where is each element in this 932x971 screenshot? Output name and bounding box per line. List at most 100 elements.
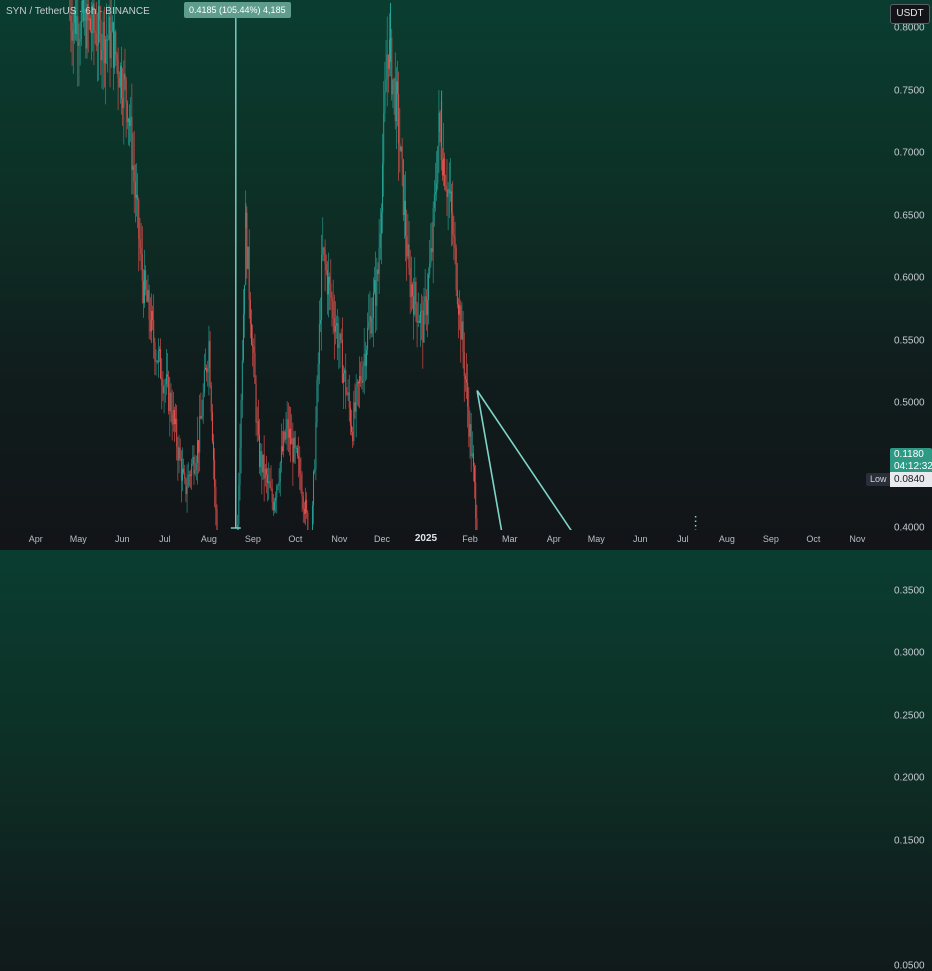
candle-body: [80, 12, 82, 40]
candle-body: [292, 438, 294, 463]
candle-body: [301, 489, 303, 497]
candle-body: [352, 431, 354, 442]
candle-body: [107, 39, 109, 41]
candle-body: [437, 146, 439, 184]
price-chart[interactable]: [0, 0, 880, 530]
candle-body: [311, 505, 313, 530]
candle-body: [461, 321, 463, 340]
time-axis[interactable]: Apr May Jun Jul Aug Sep Oct Nov Dec 2025 Feb Mar Apr…: [0, 530, 880, 550]
candle-body: [451, 191, 453, 213]
price-tick-label: 0.8000: [894, 22, 925, 34]
candle-body: [84, 8, 86, 21]
candle-body: [271, 488, 273, 502]
candle-body: [378, 248, 380, 275]
candle-body: [241, 360, 243, 401]
candle-body: [262, 454, 264, 473]
candle-body: [215, 486, 217, 510]
candle-body: [155, 360, 157, 362]
candle-body: [93, 3, 95, 30]
currency-button[interactable]: USDT: [890, 4, 930, 24]
candle-body: [293, 437, 295, 463]
candle-body: [428, 274, 430, 301]
candle-body: [278, 482, 280, 486]
candle-body: [118, 77, 120, 88]
candle-body: [369, 315, 371, 322]
candle-body: [136, 194, 137, 198]
candle-body: [104, 39, 106, 64]
candle-body: [459, 305, 461, 315]
candle-body: [353, 402, 355, 442]
candle-body: [169, 392, 171, 412]
candle-body: [148, 290, 150, 320]
candle-body: [423, 301, 425, 343]
zigzag-pattern-line[interactable]: [476, 390, 695, 531]
candle-body: [339, 333, 341, 344]
candle-body: [270, 487, 272, 489]
candle-body: [127, 118, 129, 122]
candle-body: [251, 323, 252, 345]
candle-body: [211, 412, 213, 442]
candle-body: [69, 15, 71, 17]
candle-body: [73, 9, 75, 23]
candle-body: [178, 447, 180, 461]
wedge-upper-trendline[interactable]: [476, 390, 695, 531]
candle-body: [252, 344, 254, 347]
candle-body: [356, 381, 358, 387]
candle-body: [429, 263, 431, 275]
candle-body: [95, 33, 97, 46]
candle-body: [144, 270, 145, 304]
price-tick-label: 0.7500: [894, 85, 925, 96]
time-tick-label: May: [587, 534, 605, 544]
candle-body: [200, 415, 202, 419]
candle-body: [372, 292, 374, 319]
candle-body: [72, 22, 74, 41]
candle-body: [70, 16, 72, 31]
candle-body: [264, 468, 266, 479]
candle-body: [263, 454, 265, 479]
candle-body: [454, 237, 456, 248]
candle-body: [337, 323, 339, 349]
candle-body: [321, 255, 323, 320]
candle-body: [380, 212, 382, 234]
candle-body: [248, 246, 250, 300]
candle-body: [431, 248, 433, 252]
time-tick-label: Feb: [462, 534, 478, 544]
candle-body: [414, 281, 416, 315]
candle-body: [355, 386, 357, 412]
candle-body: [345, 370, 347, 395]
bar-countdown: 04:12:32: [894, 461, 932, 472]
candle-body: [171, 413, 173, 425]
candle-body: [198, 440, 200, 453]
candle-body: [357, 381, 359, 384]
candle-body: [366, 349, 367, 366]
candle-body: [180, 458, 182, 481]
candle-body: [91, 30, 93, 34]
candle-body: [141, 253, 143, 281]
candle-body: [416, 303, 418, 323]
candle-body: [402, 159, 404, 216]
candle-body: [306, 499, 308, 513]
candle-body: [123, 73, 125, 108]
drawings-group[interactable]: [230, 1, 698, 531]
time-tick-label: Aug: [718, 534, 735, 544]
candle-body: [90, 18, 91, 31]
candle-body: [455, 247, 457, 291]
candle-body: [192, 456, 194, 464]
candle-body: [393, 78, 395, 80]
candle-body: [121, 65, 122, 99]
symbol-title[interactable]: SYN / TetherUS · 6h · BINANCE: [6, 6, 150, 17]
candle-body: [113, 22, 114, 69]
candle-body: [377, 269, 379, 275]
candle-body: [173, 410, 175, 425]
candle-body: [412, 284, 413, 296]
candle-body: [297, 447, 298, 456]
candle-body: [259, 435, 260, 467]
measure-tool-label[interactable]: 0.4185 (105.44%) 4,185: [184, 2, 291, 18]
candle-body: [206, 367, 208, 373]
time-tick-label: Sep: [244, 534, 261, 544]
candle-body: [322, 247, 324, 256]
candle-body: [441, 160, 443, 176]
candle-body: [298, 455, 300, 459]
candle-body: [420, 311, 421, 323]
candle-body: [295, 447, 297, 449]
